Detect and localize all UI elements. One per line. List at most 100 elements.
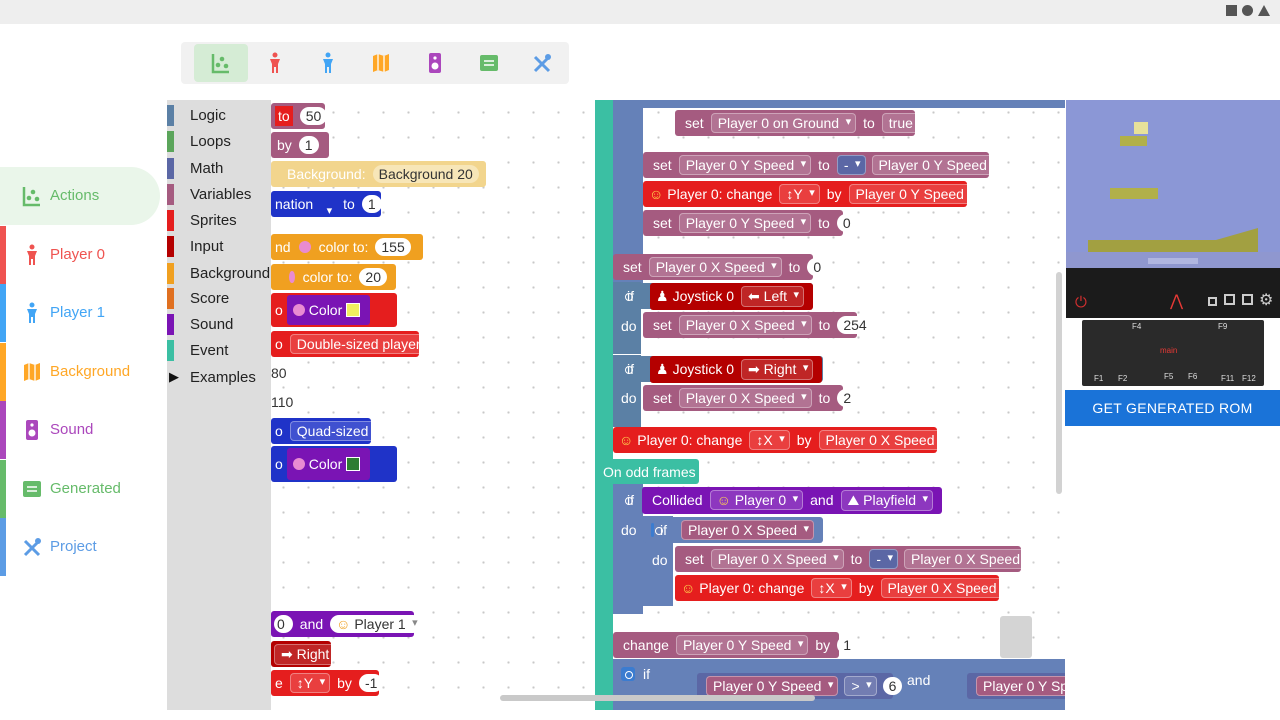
joystick-block[interactable]: ♟ Joystick 0 ➡ Right — [650, 355, 823, 383]
set-block[interactable]: set Player 0 X Speed to 0 — [613, 254, 828, 280]
variable-dropdown[interactable]: Player 0 X Speed — [710, 549, 844, 569]
category-input[interactable]: Input — [167, 236, 271, 258]
direction-dropdown[interactable]: ➡ Right — [741, 358, 814, 380]
if-block[interactable]: if Player 0 X Speed — [643, 517, 823, 543]
block-dropdown[interactable]: ↕Y — [289, 673, 331, 693]
variable-dropdown[interactable]: Player 0 on Ground — [710, 113, 857, 133]
set-block[interactable]: set Player 0 X Speed to 254 — [643, 312, 873, 338]
category-variables[interactable]: Variables — [167, 184, 271, 206]
color-swatch[interactable] — [346, 303, 361, 317]
axis-dropdown[interactable]: ↕Y — [779, 184, 820, 204]
block-value[interactable]: 6 — [882, 677, 903, 695]
category-background[interactable]: Background — [167, 263, 271, 285]
toolbar-sound-button[interactable] — [408, 44, 462, 82]
toolbar-player1-button[interactable] — [301, 44, 355, 82]
variable-dropdown[interactable]: Player 0 X Speed — [818, 430, 952, 450]
nav-item-player-0[interactable]: Player 0 — [0, 226, 167, 284]
flyout-block[interactable]: to 50 — [271, 103, 328, 129]
block-value[interactable]: Background 20 — [372, 165, 479, 183]
category-math[interactable]: Math — [167, 158, 271, 180]
toolbar-actions-button[interactable] — [194, 44, 248, 82]
sprite-change-block[interactable]: ☺Player 0: change ↕X by Player 0 X Speed — [613, 427, 952, 453]
variable-dropdown[interactable]: Player 0 X Speed — [904, 549, 1037, 569]
if-block[interactable]: if♟Joystick 0⬅ Left — [613, 282, 814, 310]
compare-block[interactable]: Player 0 Y Speed>6 — [697, 673, 903, 699]
operator-dropdown[interactable]: - — [836, 155, 866, 175]
block-value[interactable]: 0 — [274, 615, 293, 633]
playfield-dropdown[interactable]: ⛰ Playfield — [840, 489, 934, 511]
variable-dropdown[interactable]: Player 0 X Speed — [678, 388, 812, 408]
block-value[interactable]: 2 — [837, 389, 858, 407]
variable-dropdown[interactable]: Player 0 Y Spee — [976, 676, 1065, 696]
variable-dropdown[interactable]: Player 0 X Speed — [681, 520, 814, 540]
flyout-block[interactable]: o Double-sized player. — [271, 331, 441, 357]
block-value[interactable]: -1 — [358, 674, 384, 692]
flyout-value[interactable]: 80 — [271, 360, 291, 386]
category-score[interactable]: Score — [167, 288, 271, 310]
nav-item-player-1[interactable]: Player 1 — [0, 284, 167, 342]
flyout-block[interactable]: color to: 20 — [271, 264, 396, 290]
event-block-on-odd-frames[interactable]: On odd frames — [595, 459, 699, 484]
nav-item-project[interactable]: Project — [0, 518, 167, 576]
emulator-screen[interactable] — [1066, 100, 1280, 268]
square-icon[interactable] — [1226, 5, 1237, 16]
axis-dropdown[interactable]: ↕X — [811, 578, 852, 598]
direction-dropdown[interactable]: ➡ Right — [274, 643, 347, 665]
flyout-block[interactable]: Background: Background 20 — [271, 161, 486, 187]
block-dropdown[interactable]: Double-sized player. — [289, 334, 441, 354]
operator-dropdown[interactable]: - — [869, 549, 899, 569]
console-panel[interactable]: F4 F9 main F1 F2 F5 F6 F11 F12 — [1082, 320, 1264, 386]
category-examples[interactable]: ▶ Examples — [167, 367, 271, 389]
window-icon[interactable] — [1224, 294, 1235, 305]
flyout-block[interactable]: o Color — [271, 293, 397, 327]
change-block[interactable]: change Player 0 Y Speed by 1 — [613, 632, 857, 658]
block-dropdown[interactable]: Quad-sized — [289, 421, 386, 441]
category-sprites[interactable]: Sprites — [167, 210, 271, 232]
variable-dropdown[interactable]: Player 0 Y Speed — [678, 155, 812, 175]
set-block[interactable]: set Player 0 Y Speed to 0 — [643, 210, 857, 236]
flyout-block[interactable]: ➡ Right — [271, 641, 347, 667]
direction-dropdown[interactable]: ⬅ Left — [741, 285, 805, 307]
player-dropdown[interactable]: ☺ Player 0 — [709, 490, 804, 510]
color-swatch[interactable] — [346, 457, 361, 471]
fullscreen-icon[interactable] — [1242, 294, 1253, 305]
nav-item-generated[interactable]: Generated — [0, 460, 167, 518]
workspace-vertical-scrollbar[interactable] — [1056, 272, 1062, 494]
flyout-block[interactable]: by 1 — [271, 132, 329, 158]
circle-icon[interactable] — [1242, 5, 1253, 16]
gear-icon[interactable] — [621, 667, 635, 681]
block-value[interactable]: 1 — [361, 195, 382, 213]
nav-item-sound[interactable]: Sound — [0, 401, 167, 459]
flyout-block[interactable]: e ↕Y by -1 — [271, 670, 384, 696]
color-block[interactable]: Color — [286, 295, 371, 325]
variable-dropdown[interactable]: Player 0 X Speed — [678, 315, 812, 335]
block-value[interactable]: 0 — [807, 258, 828, 276]
variable-dropdown[interactable]: Player 0 Y Speed — [678, 213, 812, 233]
toolbar-project-button[interactable] — [515, 44, 569, 82]
toolbar-generated-button[interactable] — [462, 44, 516, 82]
variable-dropdown[interactable]: Player 0 Y Speed — [706, 676, 839, 696]
axis-dropdown[interactable]: ↕X — [749, 430, 790, 450]
flyout-block[interactable]: o Color — [271, 446, 397, 482]
power-icon[interactable]: ⏻ — [1075, 294, 1087, 311]
triangle-icon[interactable] — [1258, 5, 1270, 16]
block-value[interactable]: 155 — [375, 238, 411, 256]
nav-item-background[interactable]: Background — [0, 343, 167, 401]
gear-icon[interactable]: ⚙ — [1259, 292, 1274, 309]
variable-dropdown[interactable]: Player 0 X Speed — [648, 257, 782, 277]
sprite-change-block[interactable]: ☺Player 0: change ↕Y by Player 0 Y Speed — [643, 181, 981, 207]
flyout-value[interactable]: 110 — [271, 389, 295, 415]
block-value[interactable]: 254 — [837, 316, 873, 334]
if-block[interactable]: if♟Joystick 0➡ Right — [613, 355, 823, 383]
block-value[interactable]: 50 — [299, 107, 328, 125]
flyout-block[interactable]: nd color to: 155 — [271, 234, 423, 260]
variable-dropdown[interactable]: Player 0 Y Speed — [675, 635, 809, 655]
block-value[interactable]: 1 — [837, 636, 857, 654]
gear-icon[interactable] — [651, 523, 664, 537]
color-block[interactable]: Color — [286, 448, 371, 480]
block-value[interactable]: 0 — [836, 214, 857, 232]
trash-icon[interactable] — [1000, 616, 1032, 658]
